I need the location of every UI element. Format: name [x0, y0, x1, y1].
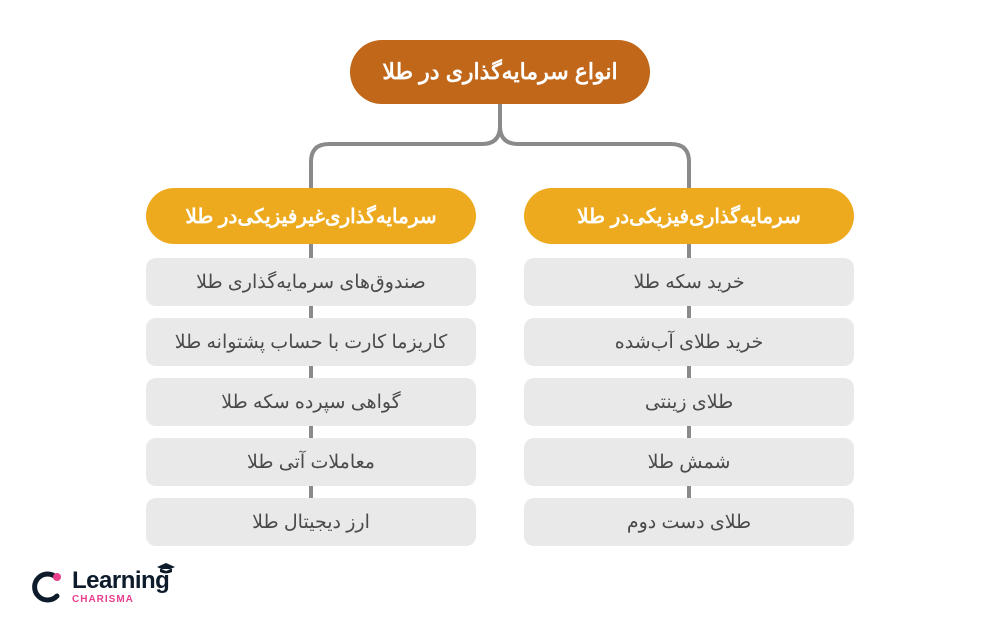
list-item-label: صندوق‌های سرمایه‌گذاری طلا: [196, 271, 426, 294]
branch-label-emph: غیرفیزیکی: [237, 204, 324, 229]
logo-learning-text: Learning: [72, 569, 169, 593]
list-item: خرید طلای آب‌شده: [524, 318, 854, 366]
list-item: صندوق‌های سرمایه‌گذاری طلا: [146, 258, 476, 306]
root-label: انواع سرمایه‌گذاری در طلا: [382, 59, 617, 85]
list-item-label: طلای دست دوم: [627, 511, 751, 534]
list-item-label: خرید طلای آب‌شده: [615, 331, 763, 354]
branch-label-suffix: در طلا: [185, 204, 237, 229]
branch-node: سرمایه‌گذاری فیزیکی در طلا: [524, 188, 854, 244]
list-item-label: ارز دیجیتال طلا: [252, 511, 370, 534]
root-node: انواع سرمایه‌گذاری در طلا: [350, 40, 650, 104]
branch-label-suffix: در طلا: [577, 204, 629, 229]
branch-node: سرمایه‌گذاری غیرفیزیکی در طلا: [146, 188, 476, 244]
branch-label-prefix: سرمایه‌گذاری: [325, 204, 437, 229]
list-item-label: خرید سکه طلا: [633, 271, 744, 294]
list-item: معاملات آتی طلا: [146, 438, 476, 486]
list-item: شمش طلا: [524, 438, 854, 486]
list-item-label: معاملات آتی طلا: [247, 451, 375, 474]
list-item-label: شمش طلا: [648, 451, 731, 474]
list-item: طلای زینتی: [524, 378, 854, 426]
diagram-canvas: انواع سرمایه‌گذاری در طلا سرمایه‌گذاری ف…: [0, 0, 1000, 627]
list-item-label: طلای زینتی: [645, 391, 733, 414]
list-item-label: کاریزما کارت با حساب پشتوانه طلا: [175, 331, 448, 354]
brand-logo: Learning CHARISMA: [30, 569, 169, 605]
logo-mark-icon: [30, 570, 64, 604]
list-item: ارز دیجیتال طلا: [146, 498, 476, 546]
branch-label-prefix: سرمایه‌گذاری: [689, 204, 801, 229]
logo-sub-text: CHARISMA: [72, 595, 169, 605]
list-item-label: گواهی سپرده سکه طلا: [221, 391, 400, 414]
list-item: خرید سکه طلا: [524, 258, 854, 306]
branch-label-emph: فیزیکی: [629, 204, 689, 229]
list-item: گواهی سپرده سکه طلا: [146, 378, 476, 426]
list-item: طلای دست دوم: [524, 498, 854, 546]
grad-cap-icon: [157, 563, 175, 575]
list-item: کاریزما کارت با حساب پشتوانه طلا: [146, 318, 476, 366]
